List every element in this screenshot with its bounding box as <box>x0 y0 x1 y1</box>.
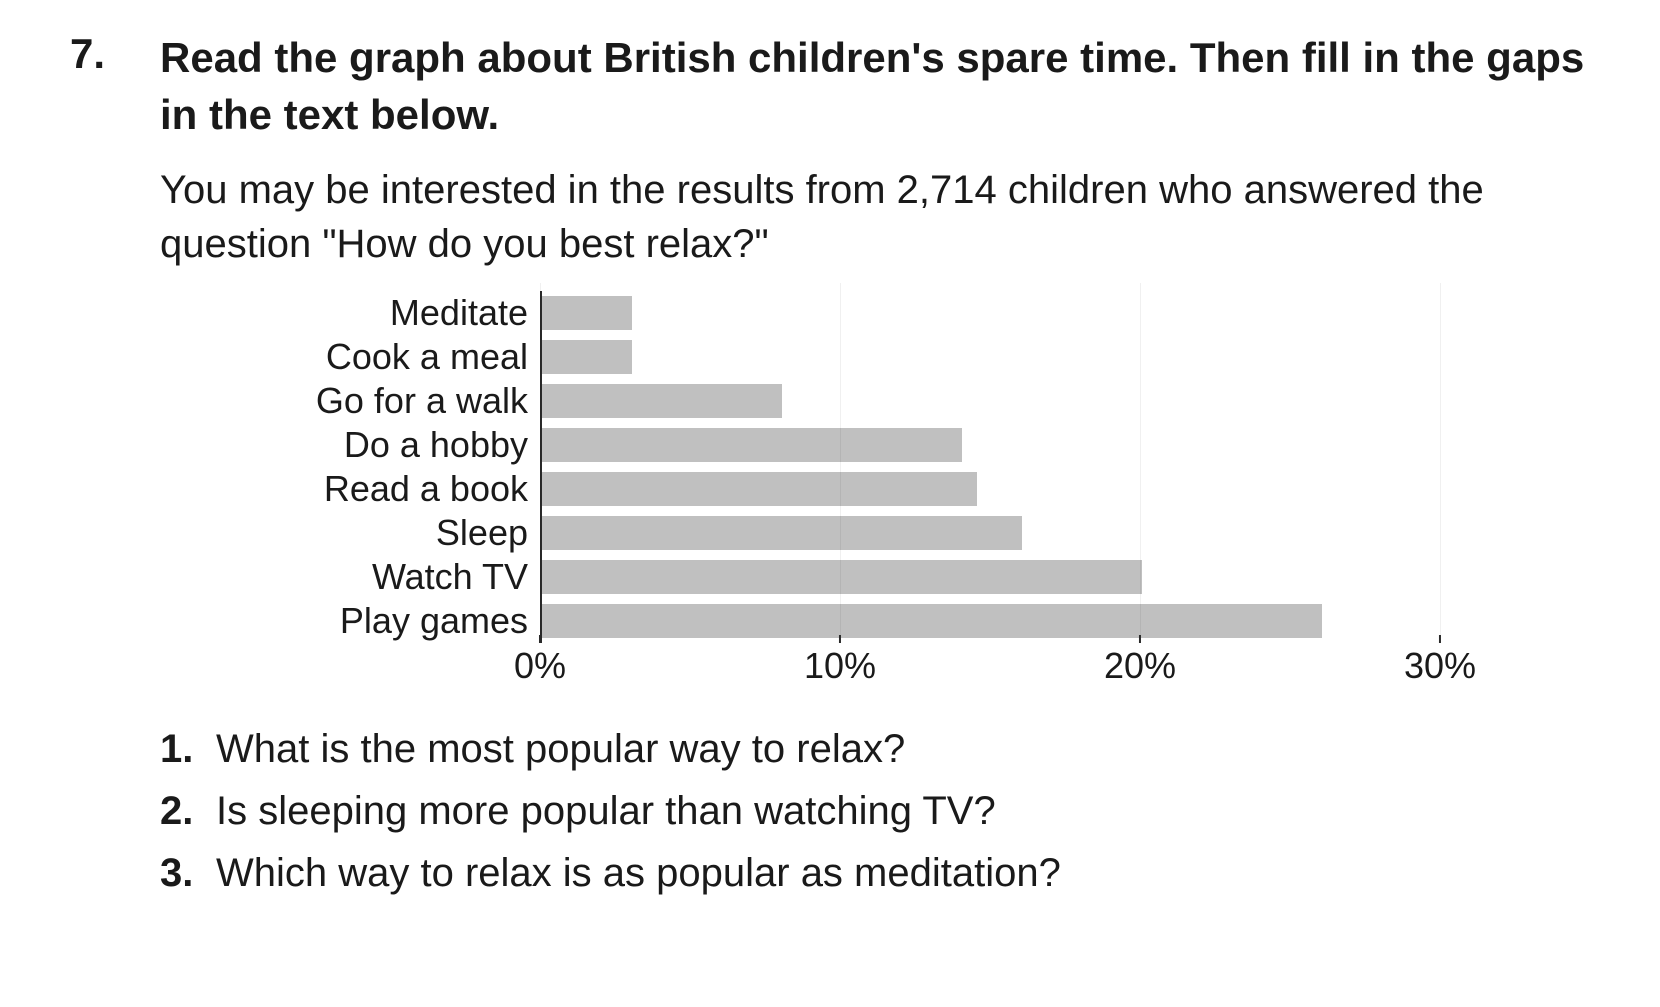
chart-row: Read a book <box>280 467 1590 511</box>
grid-line <box>540 283 541 635</box>
tick-mark <box>839 635 841 643</box>
axis-tick: 0% <box>514 635 566 687</box>
bar <box>542 516 1022 550</box>
bar-track <box>540 555 1440 599</box>
tick-label: 30% <box>1404 645 1476 687</box>
bar-track <box>540 423 1440 467</box>
question-text: What is the most popular way to relax? <box>216 721 905 777</box>
chart-row: Play games <box>280 599 1590 643</box>
tick-label: 10% <box>804 645 876 687</box>
bar <box>542 296 632 330</box>
bar-label: Read a book <box>280 468 540 510</box>
question-item: 1. What is the most popular way to relax… <box>160 721 1590 777</box>
exercise: 7. Read the graph about British children… <box>70 30 1590 907</box>
bar-chart: Meditate Cook a meal Go for a walk Do a … <box>280 291 1590 691</box>
bar-track <box>540 511 1440 555</box>
chart-row: Watch TV <box>280 555 1590 599</box>
tick-label: 0% <box>514 645 566 687</box>
grid-line <box>1140 283 1141 635</box>
tick-mark <box>539 635 541 643</box>
question-text: Is sleeping more popular than watching T… <box>216 783 996 839</box>
grid-line <box>1440 283 1441 635</box>
bar-label: Meditate <box>280 292 540 334</box>
questions-list: 1. What is the most popular way to relax… <box>160 721 1590 901</box>
exercise-title: Read the graph about British children's … <box>160 30 1590 143</box>
bar <box>542 384 782 418</box>
question-number: 3. <box>160 845 216 901</box>
bar-label: Do a hobby <box>280 424 540 466</box>
chart-row: Go for a walk <box>280 379 1590 423</box>
axis-tick: 20% <box>1104 635 1176 687</box>
axis-tick: 30% <box>1404 635 1476 687</box>
question-text: Which way to relax is as popular as medi… <box>216 845 1061 901</box>
tick-label: 20% <box>1104 645 1176 687</box>
bar <box>542 428 962 462</box>
chart-row: Meditate <box>280 291 1590 335</box>
question-number: 2. <box>160 783 216 839</box>
chart-row: Cook a meal <box>280 335 1590 379</box>
question-item: 2. Is sleeping more popular than watchin… <box>160 783 1590 839</box>
exercise-number: 7. <box>70 30 130 78</box>
x-axis: 0% 10% 20% 30% <box>280 643 1590 691</box>
bar <box>542 472 977 506</box>
bar-track <box>540 335 1440 379</box>
chart-row: Do a hobby <box>280 423 1590 467</box>
bar-label: Watch TV <box>280 556 540 598</box>
axis-track: 0% 10% 20% 30% <box>540 643 1440 691</box>
exercise-intro: You may be interested in the results fro… <box>160 163 1590 271</box>
tick-mark <box>1439 635 1441 643</box>
tick-mark <box>1139 635 1141 643</box>
question-number: 1. <box>160 721 216 777</box>
bar-label: Go for a walk <box>280 380 540 422</box>
axis-tick: 10% <box>804 635 876 687</box>
bar-label: Cook a meal <box>280 336 540 378</box>
bar-track <box>540 467 1440 511</box>
bar-track <box>540 599 1440 643</box>
question-item: 3. Which way to relax is as popular as m… <box>160 845 1590 901</box>
bar-track <box>540 291 1440 335</box>
bar <box>542 340 632 374</box>
bar <box>542 604 1322 638</box>
bar-track <box>540 379 1440 423</box>
exercise-content: Read the graph about British children's … <box>160 30 1590 907</box>
bar-label: Sleep <box>280 512 540 554</box>
bar <box>542 560 1142 594</box>
grid-line <box>840 283 841 635</box>
chart-row: Sleep <box>280 511 1590 555</box>
bar-label: Play games <box>280 600 540 642</box>
